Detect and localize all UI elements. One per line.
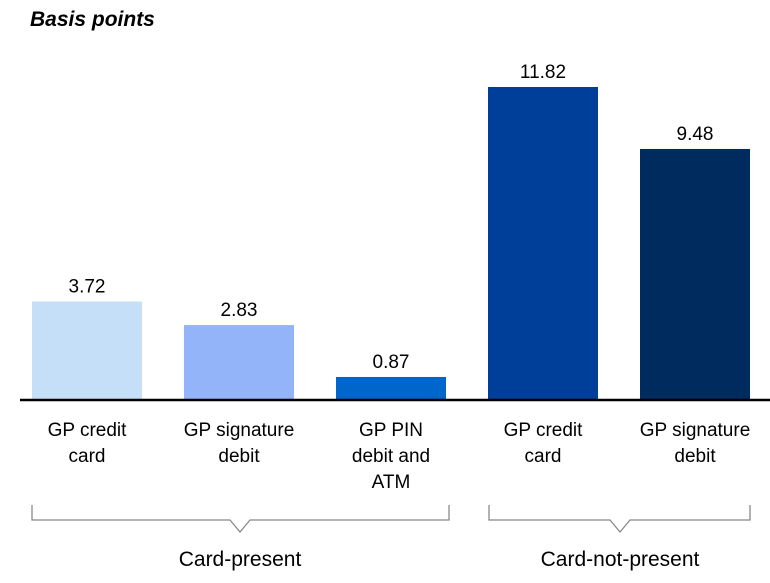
bar [336,376,446,400]
bar [184,325,294,400]
value-label: 0.87 [373,352,410,373]
value-label: 9.48 [677,124,714,145]
x-tick-label: GP PIN debit and ATM [351,420,431,493]
chart-title: Basis points [30,8,155,31]
x-tick-label: GP credit card [47,420,127,467]
value-label: 11.82 [520,62,566,83]
bracket [488,505,751,534]
group-label: Card-not-present [540,548,700,571]
x-tick-label: GP signature debit [639,420,751,467]
bracket [31,505,450,534]
group-label: Card-present [178,548,302,571]
bar [32,301,142,400]
value-label: 3.72 [69,276,106,297]
x-tick-label: GP credit card [503,420,583,467]
brackets [31,505,751,534]
bar [640,148,750,400]
x-tick-label: GP signature debit [183,420,295,467]
value-label: 2.83 [221,300,258,321]
bar [488,87,598,400]
